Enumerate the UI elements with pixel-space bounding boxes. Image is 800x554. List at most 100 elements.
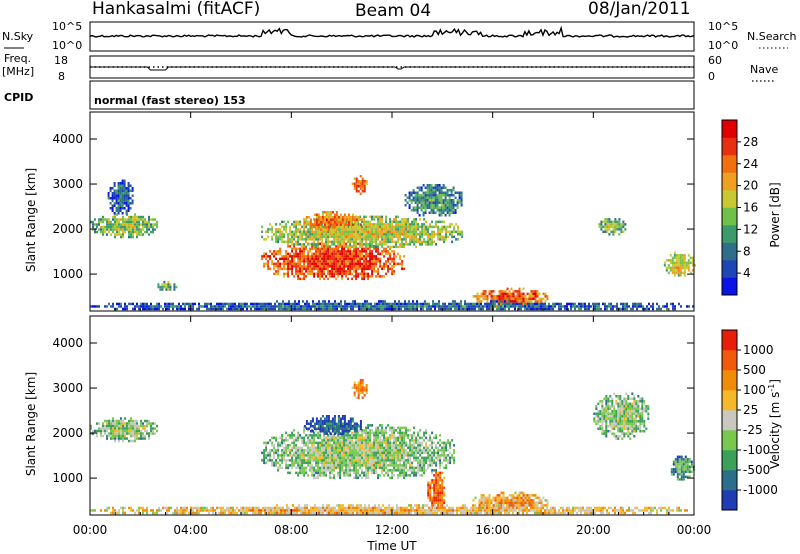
heatmap-cell [338, 302, 340, 306]
heatmap-cell [373, 469, 376, 472]
heatmap-cell [335, 238, 338, 241]
heatmap-cell [345, 218, 348, 221]
heatmap-cell [279, 228, 282, 231]
heatmap-cell [367, 436, 370, 440]
heatmap-cell [399, 235, 402, 239]
heatmap-cell [384, 300, 386, 303]
heatmap-cell [678, 302, 680, 306]
heatmap-cell [389, 240, 392, 244]
heatmap-cell [118, 432, 120, 435]
heatmap-cell [367, 252, 370, 256]
heatmap-cell [394, 307, 396, 311]
heatmap-cell [129, 197, 132, 200]
heatmap-cell [317, 272, 320, 276]
heatmap-cell [393, 431, 396, 435]
heatmap-cell [178, 305, 180, 308]
heatmap-cell [399, 439, 402, 442]
heatmap-cell [399, 255, 402, 258]
heatmap-cell [576, 305, 578, 308]
heatmap-cell [363, 449, 366, 452]
heatmap-cell [124, 302, 126, 306]
heatmap-cell [443, 454, 446, 457]
heatmap-cell [434, 191, 437, 194]
heatmap-cell [614, 225, 617, 229]
heatmap-cell [320, 302, 322, 306]
heatmap-cell [389, 444, 392, 447]
heatmap-cell [313, 230, 316, 234]
heatmap-cell [331, 216, 334, 219]
heatmap-cell [426, 302, 428, 306]
heatmap-cell [383, 469, 386, 472]
heatmap-cell [496, 300, 498, 303]
heatmap-cell [131, 189, 134, 192]
heatmap-cell [431, 464, 434, 467]
heatmap-cell [431, 441, 434, 445]
heatmap-cell [351, 257, 354, 261]
heatmap-cell [267, 265, 270, 268]
heatmap-cell [314, 302, 316, 306]
heatmap-cell [296, 307, 298, 311]
heatmap-cell [458, 199, 461, 202]
heatmap-cell [117, 204, 120, 207]
heatmap-cell [283, 439, 286, 442]
heatmap-cell [115, 199, 118, 202]
heatmap-cell [365, 459, 368, 462]
heatmap-cell [114, 215, 116, 219]
heatmap-cell [365, 257, 368, 261]
heatmap-cell [218, 305, 220, 308]
heatmap-cell [648, 307, 650, 311]
heatmap-cell [331, 464, 334, 467]
heatmap-cell [110, 419, 112, 423]
heatmap-cell [389, 247, 392, 251]
heatmap-cell [315, 456, 318, 460]
heatmap-cell [358, 307, 360, 311]
heatmap-cell [301, 461, 304, 465]
heatmap-cell [345, 466, 348, 470]
heatmap-cell [271, 235, 274, 239]
heatmap-cell [451, 235, 454, 239]
heatmap-cell [142, 432, 144, 435]
heatmap-cell [357, 265, 360, 268]
heatmap-cell [339, 476, 342, 480]
heatmap-cell [107, 194, 110, 197]
heatmap-cell [116, 307, 118, 311]
heatmap-cell [281, 436, 284, 440]
heatmap-cell [307, 243, 310, 246]
heatmap-cell [345, 216, 348, 219]
heatmap-cell [443, 235, 446, 239]
heatmap-cell [387, 233, 390, 236]
heatmap-cell [456, 201, 459, 204]
heatmap-cell [444, 196, 447, 199]
heatmap-cell [339, 223, 342, 226]
heatmap-cell [415, 446, 418, 450]
heatmap-cell [325, 461, 328, 465]
heatmap-cell [367, 449, 370, 452]
heatmap-cell [403, 436, 406, 440]
heatmap-cell [578, 307, 580, 311]
heatmap-cell [307, 439, 310, 442]
heatmap-cell [349, 228, 352, 231]
heatmap-cell [381, 464, 384, 467]
heatmap-cell [411, 451, 414, 455]
heatmap-cell [349, 449, 352, 452]
heatmap-cell [518, 302, 520, 306]
heatmap-cell [180, 307, 182, 311]
heatmap-cell [277, 252, 280, 256]
heatmap-cell [123, 197, 126, 200]
heatmap-cell [336, 305, 338, 308]
heatmap-cell [484, 305, 486, 308]
heatmap-cell [284, 302, 286, 306]
heatmap-cell [138, 437, 140, 440]
heatmap-cell [438, 302, 440, 306]
heatmap-cell [341, 272, 344, 276]
heatmap-cell [311, 270, 314, 273]
heatmap-cell [341, 439, 344, 442]
heatmap-cell [162, 307, 164, 311]
heatmap-cell [329, 247, 332, 251]
heatmap-cell [442, 209, 445, 212]
heatmap-cell [172, 307, 174, 311]
heatmap-cell [460, 199, 463, 202]
heatmap-cell [389, 436, 392, 440]
heatmap-cell [329, 444, 332, 447]
heatmap-cell [432, 302, 434, 306]
